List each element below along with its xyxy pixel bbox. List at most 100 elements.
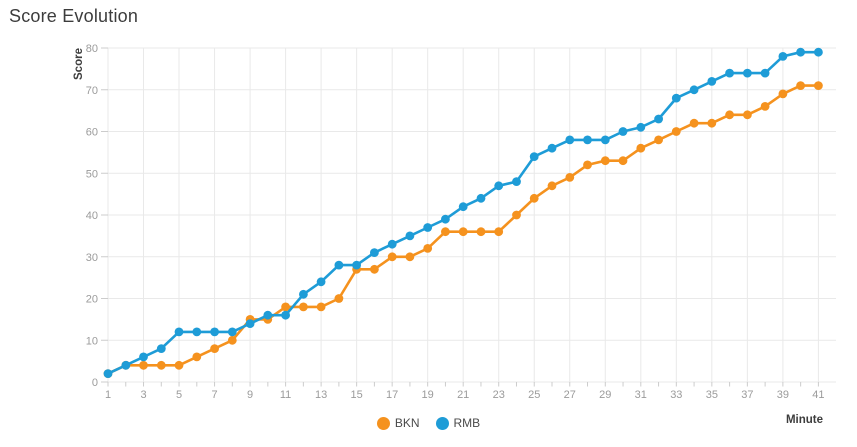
data-point-RMB[interactable] <box>405 231 415 241</box>
data-point-RMB[interactable] <box>156 344 166 353</box>
data-point-BKN[interactable] <box>299 302 308 312</box>
data-point-RMB[interactable] <box>299 289 308 299</box>
data-point-BKN[interactable] <box>334 294 344 303</box>
data-point-RMB[interactable] <box>494 181 504 191</box>
data-point-BKN[interactable] <box>156 360 166 370</box>
data-point-BKN[interactable] <box>743 110 752 120</box>
data-point-BKN[interactable] <box>316 302 326 312</box>
x-tick-label: 13 <box>315 389 327 401</box>
data-point-BKN[interactable] <box>405 252 415 262</box>
data-point-BKN[interactable] <box>227 335 237 345</box>
data-point-BKN[interactable] <box>139 360 148 370</box>
data-point-RMB[interactable] <box>565 135 575 145</box>
data-point-RMB[interactable] <box>529 152 539 162</box>
data-point-RMB[interactable] <box>583 135 592 145</box>
series-BKN <box>103 81 823 378</box>
data-point-RMB[interactable] <box>778 52 788 61</box>
data-point-RMB[interactable] <box>796 47 805 57</box>
data-point-RMB[interactable] <box>512 177 521 187</box>
y-axis-label: Score <box>73 48 85 80</box>
data-point-BKN[interactable] <box>529 193 539 203</box>
y-tick-label: 30 <box>86 252 98 264</box>
data-point-BKN[interactable] <box>387 252 397 262</box>
data-point-BKN[interactable] <box>760 102 770 111</box>
data-point-RMB[interactable] <box>423 223 433 232</box>
data-point-RMB[interactable] <box>121 360 131 370</box>
data-point-RMB[interactable] <box>600 135 610 145</box>
x-tick-label: 11 <box>280 389 291 401</box>
data-point-BKN[interactable] <box>281 302 290 312</box>
data-point-RMB[interactable] <box>227 327 237 337</box>
data-point-RMB[interactable] <box>316 277 326 287</box>
data-point-BKN[interactable] <box>618 156 628 166</box>
x-tick-label: 3 <box>140 389 146 401</box>
x-tick-label: 1 <box>105 389 111 401</box>
data-point-RMB[interactable] <box>814 47 823 57</box>
data-point-BKN[interactable] <box>210 344 220 353</box>
data-point-RMB[interactable] <box>707 77 717 86</box>
data-point-BKN[interactable] <box>689 118 699 128</box>
data-point-BKN[interactable] <box>423 244 433 253</box>
y-tick-label: 20 <box>86 294 98 306</box>
data-point-RMB[interactable] <box>370 248 379 257</box>
data-point-BKN[interactable] <box>174 360 184 370</box>
data-point-RMB[interactable] <box>245 319 255 328</box>
data-point-BKN[interactable] <box>725 110 734 120</box>
data-point-RMB[interactable] <box>103 369 113 378</box>
data-point-BKN[interactable] <box>192 352 202 362</box>
data-point-RMB[interactable] <box>334 260 344 270</box>
data-point-RMB[interactable] <box>547 143 557 153</box>
data-point-RMB[interactable] <box>139 352 148 362</box>
legend-item-RMB[interactable]: RMB <box>435 416 481 430</box>
data-point-RMB[interactable] <box>387 239 397 249</box>
data-point-BKN[interactable] <box>778 89 788 99</box>
data-point-BKN[interactable] <box>565 173 575 182</box>
series-RMB <box>103 47 823 378</box>
data-point-BKN[interactable] <box>583 160 592 170</box>
data-point-BKN[interactable] <box>512 210 521 220</box>
data-point-BKN[interactable] <box>796 81 805 90</box>
data-point-BKN[interactable] <box>547 181 557 191</box>
legend-label: RMB <box>453 416 481 430</box>
data-point-RMB[interactable] <box>618 127 628 136</box>
data-point-RMB[interactable] <box>458 202 468 212</box>
x-tick-label: 25 <box>528 389 540 401</box>
data-point-BKN[interactable] <box>636 143 646 153</box>
data-point-BKN[interactable] <box>370 264 379 274</box>
data-point-BKN[interactable] <box>814 81 823 90</box>
data-point-BKN[interactable] <box>494 227 504 237</box>
legend-marker-BKN <box>376 416 390 430</box>
data-point-RMB[interactable] <box>476 193 486 203</box>
data-point-BKN[interactable] <box>671 127 681 136</box>
data-point-BKN[interactable] <box>441 227 450 237</box>
data-point-RMB[interactable] <box>281 310 290 320</box>
data-point-BKN[interactable] <box>654 135 663 145</box>
data-point-RMB[interactable] <box>352 260 361 270</box>
x-tick-label: 15 <box>351 389 363 401</box>
x-tick-label: 41 <box>812 389 824 401</box>
data-point-RMB[interactable] <box>174 327 184 337</box>
data-point-RMB[interactable] <box>654 114 663 124</box>
data-point-BKN[interactable] <box>458 227 468 237</box>
x-tick-label: 37 <box>741 389 753 401</box>
data-point-BKN[interactable] <box>600 156 610 166</box>
x-tick-label: 17 <box>386 389 398 401</box>
data-point-RMB[interactable] <box>689 85 699 95</box>
data-point-RMB[interactable] <box>743 68 752 78</box>
data-point-RMB[interactable] <box>760 68 770 78</box>
data-point-BKN[interactable] <box>476 227 486 237</box>
chart-legend: BKN RMB <box>0 416 857 430</box>
data-point-RMB[interactable] <box>725 68 734 78</box>
legend-item-BKN[interactable]: BKN <box>376 416 420 430</box>
chart-title: Score Evolution <box>9 6 139 26</box>
data-point-RMB[interactable] <box>263 310 273 320</box>
data-point-RMB[interactable] <box>441 214 450 224</box>
x-tick-label: 31 <box>635 389 647 401</box>
data-point-RMB[interactable] <box>210 327 220 337</box>
data-point-RMB[interactable] <box>636 122 646 132</box>
data-point-BKN[interactable] <box>707 118 717 128</box>
data-point-RMB[interactable] <box>192 327 202 337</box>
data-point-RMB[interactable] <box>671 93 681 103</box>
